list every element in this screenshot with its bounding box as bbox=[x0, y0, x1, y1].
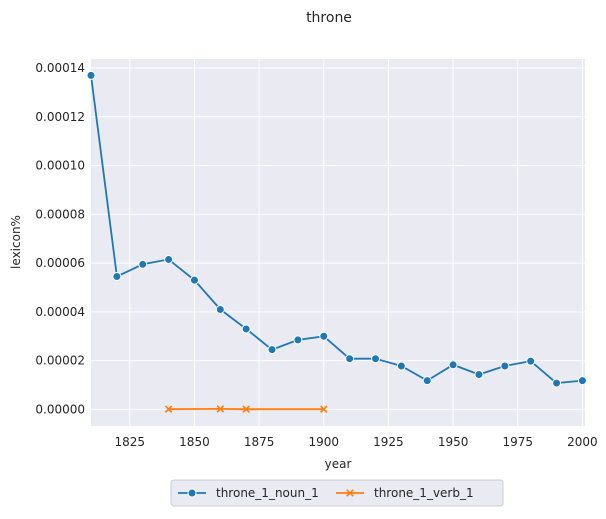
x-tick-label: 1900 bbox=[309, 435, 340, 449]
y-tick-label: 0.00006 bbox=[35, 256, 85, 270]
x-axis-label: year bbox=[325, 457, 352, 471]
y-tick-label: 0.00000 bbox=[35, 402, 85, 416]
legend: throne_1_noun_1 throne_1_verb_1 bbox=[171, 480, 503, 506]
y-tick-label: 0.00012 bbox=[35, 110, 85, 124]
y-tick-label: 0.00004 bbox=[35, 305, 85, 319]
legend-marker bbox=[188, 489, 196, 497]
data-point bbox=[449, 361, 457, 369]
data-point bbox=[242, 325, 250, 333]
x-tick-label: 1825 bbox=[115, 435, 146, 449]
x-axis-ticks: 1825 1850 1875 1900 1925 1950 1975 2000 bbox=[115, 435, 598, 449]
x-tick-label: 1975 bbox=[502, 435, 533, 449]
data-point bbox=[423, 377, 431, 385]
data-point bbox=[397, 362, 405, 370]
y-tick-label: 0.00010 bbox=[35, 159, 85, 173]
y-tick-label: 0.00014 bbox=[35, 61, 85, 75]
data-point bbox=[553, 379, 561, 387]
data-point bbox=[190, 276, 198, 284]
x-tick-label: 2000 bbox=[567, 435, 598, 449]
data-point bbox=[372, 355, 380, 363]
data-point bbox=[216, 305, 224, 313]
y-tick-label: 0.00008 bbox=[35, 207, 85, 221]
plot-area bbox=[91, 59, 585, 426]
y-tick-label: 0.00002 bbox=[35, 354, 85, 368]
legend-label: throne_1_verb_1 bbox=[374, 486, 474, 500]
data-point bbox=[294, 336, 302, 344]
data-point bbox=[578, 377, 586, 385]
x-tick-label: 1950 bbox=[438, 435, 469, 449]
chart-title: throne bbox=[306, 10, 352, 26]
x-tick-label: 1850 bbox=[179, 435, 210, 449]
data-point bbox=[320, 332, 328, 340]
data-point bbox=[501, 362, 509, 370]
data-point bbox=[475, 371, 483, 379]
x-tick-label: 1875 bbox=[244, 435, 275, 449]
data-point bbox=[139, 260, 147, 268]
y-axis-label: lexicon% bbox=[9, 215, 23, 269]
legend-label: throne_1_noun_1 bbox=[216, 486, 319, 500]
data-point bbox=[165, 255, 173, 263]
data-point bbox=[87, 71, 95, 79]
y-axis-ticks: 0.00000 0.00002 0.00004 0.00006 0.00008 0.000… bbox=[35, 61, 85, 416]
data-point bbox=[268, 346, 276, 354]
data-point bbox=[346, 355, 354, 363]
data-point bbox=[113, 273, 121, 281]
data-point bbox=[527, 357, 535, 365]
x-tick-label: 1925 bbox=[373, 435, 404, 449]
